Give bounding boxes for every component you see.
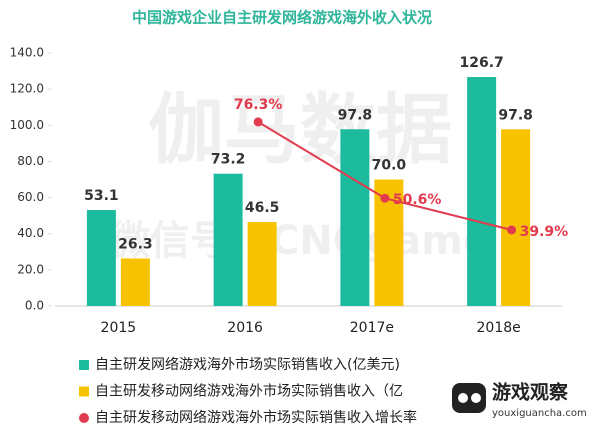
watermark: 微信号：CNGgame (109, 218, 490, 264)
x-tick-label: 2015 (101, 320, 137, 336)
bar (86, 210, 116, 306)
bar (374, 179, 404, 306)
y-tick-label: 60.0 (17, 190, 44, 204)
data-label: 97.8 (338, 107, 373, 123)
bar (501, 129, 531, 306)
y-tick-label: 40.0 (17, 226, 44, 240)
data-label: 73.2 (211, 152, 246, 168)
chart-title: 中国游戏企业自主研发网络游戏海外收入状况 (132, 9, 432, 27)
data-label: 70.0 (372, 158, 407, 174)
legend-label: 自主研发移动网络游戏海外市场实际销售收入增长率 (95, 409, 417, 426)
line-point (507, 225, 517, 235)
legend-marker (79, 360, 89, 370)
data-label: 39.9% (520, 224, 569, 240)
bar (467, 77, 497, 306)
logo-name: 游戏观察 (492, 381, 569, 404)
y-tick-label: 80.0 (17, 154, 44, 168)
y-tick-label: 0.0 (25, 299, 44, 313)
bar (340, 129, 370, 306)
line-point (253, 117, 263, 127)
legend-marker (79, 413, 89, 423)
legend-marker (79, 386, 89, 397)
data-label: 76.3% (234, 97, 283, 113)
bar (213, 173, 243, 306)
logo-icon (458, 393, 468, 403)
y-tick-label: 100.0 (10, 118, 44, 132)
bar (120, 258, 150, 306)
data-label: 53.1 (84, 188, 119, 204)
data-label: 126.7 (459, 55, 503, 71)
data-label: 26.3 (118, 236, 153, 252)
logo-icon (452, 383, 486, 413)
data-label: 46.5 (245, 200, 280, 216)
y-tick-label: 140.0 (10, 46, 44, 60)
watermark: 伽马数据 (148, 85, 452, 174)
line-point (380, 193, 390, 203)
legend-label: 自主研发网络游戏海外市场实际销售收入(亿美元) (95, 356, 400, 373)
x-tick-label: 2016 (227, 320, 263, 336)
x-tick-label: 2017e (350, 320, 394, 336)
logo: 游戏观察 youxiguancha.com (452, 381, 587, 419)
data-label: 50.6% (393, 192, 442, 208)
logo-url: youxiguancha.com (492, 408, 587, 419)
bar (247, 221, 277, 306)
y-tick-label: 120.0 (10, 82, 44, 96)
y-tick-label: 20.0 (17, 262, 44, 276)
logo-icon (471, 393, 481, 403)
x-tick-label: 2018e (477, 320, 521, 336)
data-label: 97.8 (498, 107, 533, 123)
legend-label: 自主研发移动网络游戏海外市场实际销售收入（亿 (95, 383, 403, 400)
